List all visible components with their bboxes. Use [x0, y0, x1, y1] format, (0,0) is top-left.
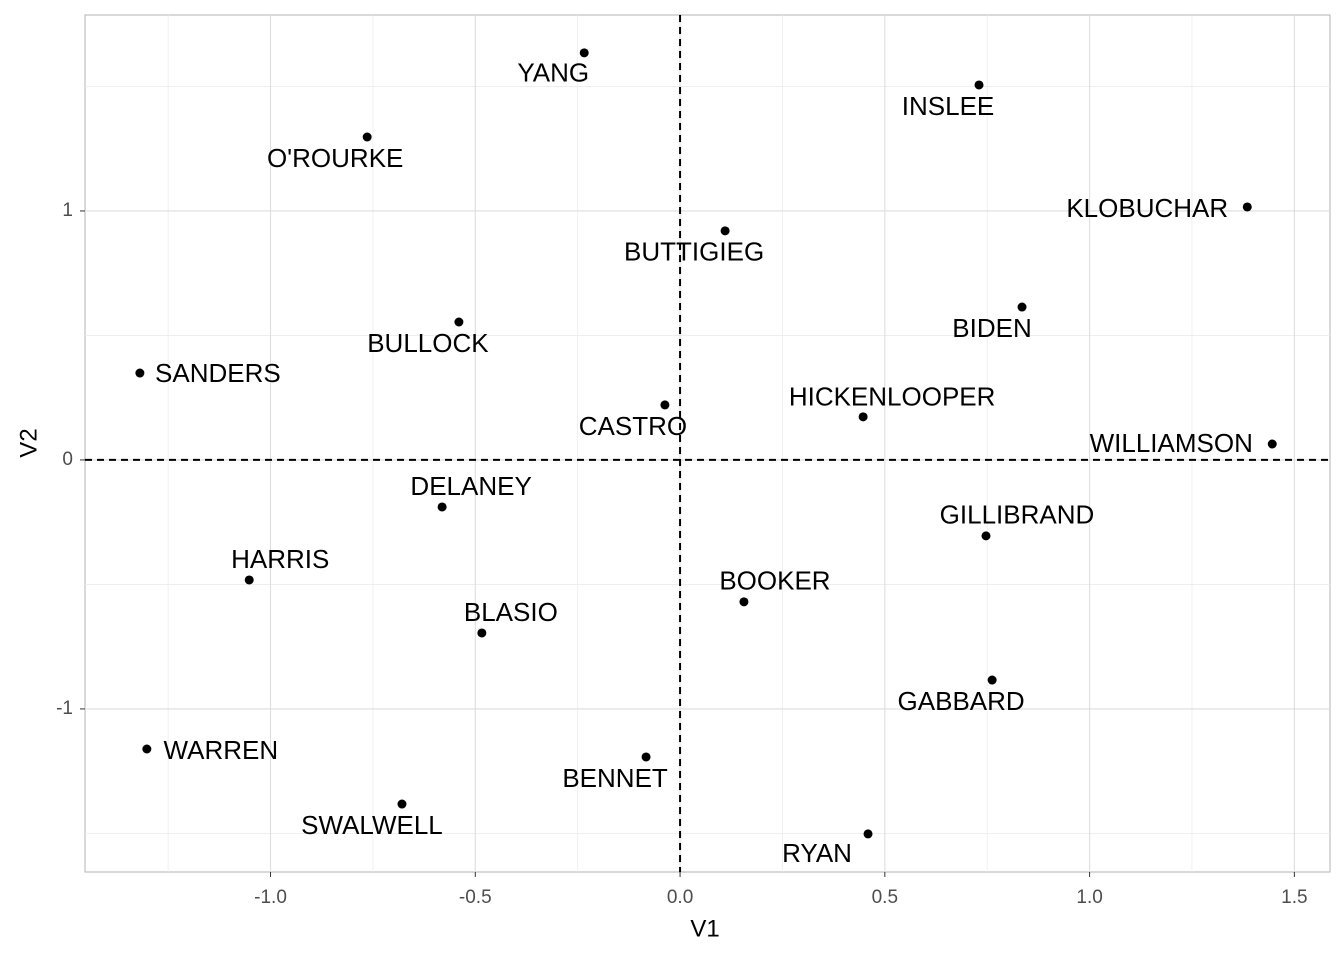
x-tick-label: 1.0 [1076, 887, 1102, 908]
point [454, 317, 464, 327]
point [1242, 202, 1252, 212]
point-label: BIDEN [952, 313, 1031, 343]
point-label: HICKENLOOPER [789, 382, 996, 412]
point-label: GILLIBRAND [940, 500, 1095, 530]
point [135, 368, 145, 378]
point [739, 597, 749, 607]
point-label: INSLEE [902, 91, 995, 121]
grid [85, 15, 1330, 872]
point [397, 799, 407, 809]
point-label: WARREN [164, 735, 279, 765]
x-tick-label: -0.5 [459, 887, 492, 908]
point-label: YANG [517, 58, 589, 88]
y-tick-label: -1 [56, 698, 73, 719]
point-label: O'ROURKE [267, 143, 403, 173]
x-tick-label: 0.0 [667, 887, 693, 908]
plot-border [84, 14, 1331, 873]
point-label: RYAN [782, 838, 852, 868]
point [863, 829, 873, 839]
point [244, 575, 254, 585]
point-label: GABBARD [898, 686, 1025, 716]
point [142, 744, 152, 754]
point [641, 752, 651, 762]
point [437, 502, 447, 512]
point [1267, 439, 1277, 449]
y-tick-label: 0 [62, 449, 73, 470]
point-label: BLASIO [464, 597, 558, 627]
point-label: BUTTIGIEG [624, 237, 764, 267]
point [981, 531, 991, 541]
point [362, 132, 372, 142]
point [974, 80, 984, 90]
y-axis-title: V2 [15, 428, 42, 457]
point [579, 48, 589, 58]
point [477, 628, 487, 638]
x-axis-title: V1 [690, 915, 719, 942]
x-tick-label: 0.5 [872, 887, 898, 908]
point-label: DELANEY [410, 471, 531, 501]
point [720, 226, 730, 236]
point-label: BULLOCK [367, 328, 489, 358]
point [660, 400, 670, 410]
point-label: BOOKER [719, 566, 830, 596]
point-label: SANDERS [155, 358, 281, 388]
point-label: CASTRO [579, 411, 687, 441]
point-label: BENNET [562, 763, 668, 793]
point-label: SWALWELL [301, 810, 443, 840]
point-label: WILLIAMSON [1090, 428, 1253, 458]
point [858, 412, 868, 422]
point-label: HARRIS [231, 544, 329, 574]
point [987, 675, 997, 685]
point [1017, 302, 1027, 312]
point-label: KLOBUCHAR [1066, 193, 1228, 223]
y-tick-label: 1 [62, 200, 73, 221]
x-tick-label: -1.0 [254, 887, 287, 908]
x-tick-label: 1.5 [1281, 887, 1307, 908]
